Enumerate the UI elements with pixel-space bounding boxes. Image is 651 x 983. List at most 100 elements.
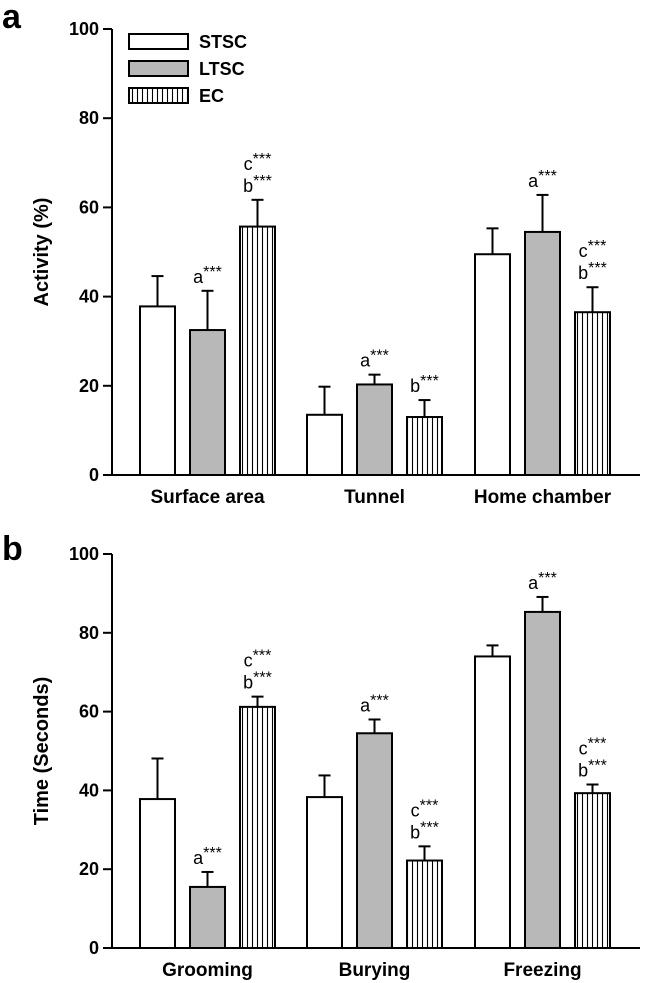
annotation-letter: b <box>578 263 588 283</box>
significance-annotation: a*** <box>193 845 222 868</box>
annotation-letter: a <box>360 351 371 371</box>
annotation-stars: *** <box>203 845 222 862</box>
bar-ec <box>406 859 443 949</box>
significance-annotation: a*** <box>360 692 389 715</box>
bar-ec <box>406 416 443 476</box>
y-tick-label: 80 <box>79 108 99 128</box>
annotation-stars: *** <box>420 797 439 814</box>
bar-ltsc <box>524 610 561 950</box>
annotation-letter: a <box>528 573 539 593</box>
annotation-stars: *** <box>253 173 272 190</box>
y-tick-label: 60 <box>79 702 99 722</box>
annotation-letter: c <box>244 651 253 671</box>
annotation-letter: a <box>360 695 371 715</box>
bar-ltsc <box>356 732 393 950</box>
annotation-stars: *** <box>370 348 389 365</box>
bar-stsc <box>139 305 176 476</box>
y-tick-label: 0 <box>89 465 99 485</box>
annotation-stars: *** <box>420 373 439 390</box>
annotation-stars: *** <box>203 264 222 281</box>
annotation-stars: *** <box>253 151 272 168</box>
x-category-label: Surface area <box>150 487 265 508</box>
y-tick-label: 20 <box>79 859 99 879</box>
annotation-stars: *** <box>253 670 272 687</box>
significance-annotation: a*** <box>360 348 389 371</box>
bar-stsc <box>306 796 343 950</box>
y-tick-label: 100 <box>69 544 99 564</box>
significance-annotation: a*** <box>528 570 557 593</box>
annotation-stars: *** <box>538 570 557 587</box>
legend-swatch-ltsc <box>128 60 189 77</box>
annotation-letter: a <box>528 171 539 191</box>
annotation-stars: *** <box>588 735 607 752</box>
annotation-letter: c <box>244 154 253 174</box>
bar-stsc <box>139 798 176 949</box>
panel-b: b 0 20 40 60 80 100 Time (Seconds) Grooming Bury… <box>2 530 640 981</box>
bar-ec <box>574 311 611 476</box>
significance-annotation: a*** <box>528 168 557 191</box>
annotation-letter: a <box>193 267 204 287</box>
annotation-stars: *** <box>253 648 272 665</box>
x-category-label: Grooming <box>162 960 253 981</box>
bar-ltsc <box>524 230 561 476</box>
significance-annotation: b*** <box>243 670 272 693</box>
y-tick-label: 20 <box>79 376 99 396</box>
x-category-label: Tunnel <box>344 487 405 508</box>
significance-annotation: a*** <box>193 264 222 287</box>
y-tick-label: 60 <box>79 197 99 217</box>
y-tick-label: 0 <box>89 938 99 958</box>
significance-annotation: b*** <box>410 373 439 396</box>
annotation-stars: *** <box>588 238 607 255</box>
x-category-label: Burying <box>339 960 411 981</box>
annotation-letter: b <box>410 822 420 842</box>
annotation-stars: *** <box>588 260 607 277</box>
annotation-stars: *** <box>370 692 389 709</box>
annotation-letter: b <box>410 376 420 396</box>
bar-stsc <box>306 413 343 477</box>
legend-label-ltsc: LTSC <box>199 59 245 79</box>
panel-a: a STSC LTSC EC 0 20 40 60 80 100 Activity (%) Sur… <box>2 0 640 508</box>
significance-annotation: b*** <box>410 819 439 842</box>
legend: STSC LTSC EC <box>128 32 247 106</box>
significance-annotation: c*** <box>244 151 272 174</box>
annotation-stars: *** <box>420 819 439 836</box>
bar-ec <box>574 792 611 950</box>
significance-annotation: c*** <box>411 797 439 820</box>
annotation-letter: c <box>579 241 588 261</box>
significance-annotation: c*** <box>244 648 272 671</box>
y-axis-title: Time (Seconds) <box>31 677 53 826</box>
legend-label-stsc: STSC <box>199 32 247 52</box>
significance-annotation: b*** <box>578 260 607 283</box>
y-tick-label: 40 <box>79 287 99 307</box>
y-axis-title: Activity (%) <box>31 198 53 307</box>
annotation-letter: b <box>243 176 253 196</box>
significance-annotation: b*** <box>243 173 272 196</box>
y-tick-label: 80 <box>79 623 99 643</box>
bar-stsc <box>474 655 511 949</box>
legend-swatch-ec <box>128 87 189 104</box>
significance-annotation: c*** <box>579 238 607 261</box>
legend-label-ec: EC <box>199 86 224 106</box>
bar-ec <box>239 225 276 476</box>
bar-ltsc <box>189 329 226 476</box>
annotation-letter: c <box>579 738 588 758</box>
x-category-label: Freezing <box>503 960 581 981</box>
significance-annotation: b*** <box>578 757 607 780</box>
bar-ltsc <box>356 383 393 477</box>
panel-letter-a: a <box>2 0 22 36</box>
y-tick-label: 100 <box>69 19 99 39</box>
y-tick-label: 40 <box>79 780 99 800</box>
annotation-letter: b <box>578 760 588 780</box>
annotation-letter: c <box>411 800 420 820</box>
bar-ec <box>239 705 276 950</box>
annotation-stars: *** <box>588 757 607 774</box>
bar-ltsc <box>189 885 226 949</box>
bar-stsc <box>474 253 511 476</box>
panel-letter-b: b <box>2 530 23 568</box>
annotation-letter: a <box>193 848 204 868</box>
annotation-letter: b <box>243 673 253 693</box>
x-category-label: Home chamber <box>474 487 612 508</box>
significance-annotation: c*** <box>579 735 607 758</box>
legend-swatch-stsc <box>128 33 189 50</box>
